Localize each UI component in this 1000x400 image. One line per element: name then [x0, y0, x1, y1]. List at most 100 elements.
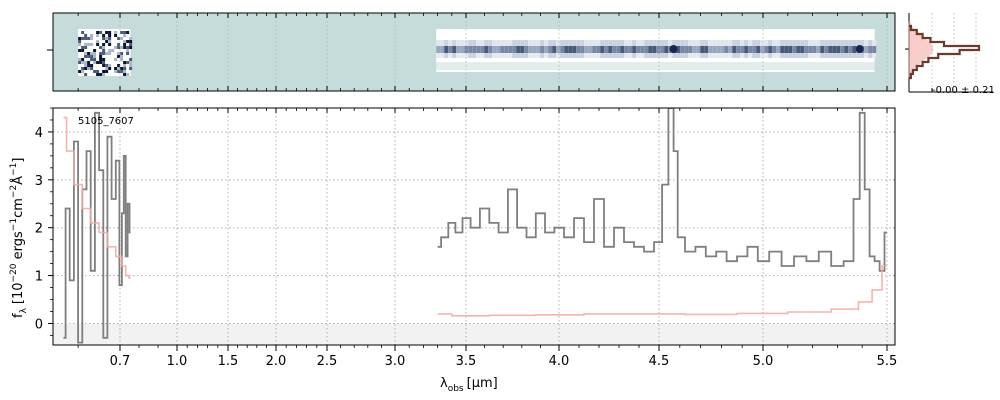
trace-halo-lower: [820, 53, 825, 58]
noise-pixel: [99, 73, 103, 76]
noise-pixel: [114, 58, 118, 61]
trace-core: [484, 46, 489, 53]
noise-pixel: [81, 46, 85, 49]
trace-core: [468, 46, 473, 53]
trace-halo-lower: [520, 53, 525, 58]
trace-lower-band: [436, 62, 875, 70]
trace-core: [488, 46, 493, 53]
trace-core: [584, 46, 589, 53]
trace-halo-upper: [476, 40, 481, 46]
trace-halo-upper: [536, 40, 541, 46]
trace-core: [704, 46, 709, 53]
trace-halo-upper: [800, 40, 805, 46]
noise-pixel: [120, 52, 124, 55]
noise-pixel: [84, 67, 88, 70]
noise-pixel: [81, 49, 85, 52]
trace-halo-lower: [832, 53, 837, 58]
trace-halo-lower: [712, 53, 717, 58]
data-histogram: [909, 24, 981, 80]
trace-halo-lower: [460, 53, 465, 58]
noise-pixel: [114, 70, 118, 73]
trace-core: [512, 46, 517, 53]
noise-pixel: [99, 31, 103, 34]
trace-core: [648, 46, 653, 53]
trace-halo-upper: [704, 40, 709, 46]
trace-halo-upper: [808, 40, 813, 46]
trace-core: [772, 46, 777, 53]
trace-halo-upper: [472, 40, 477, 46]
y-tick-label: 1: [35, 270, 43, 285]
trace-halo-upper: [812, 40, 817, 46]
noise-pixel: [102, 37, 106, 40]
trace-core: [580, 46, 585, 53]
trace-halo-lower: [744, 53, 749, 58]
trace-halo-lower: [628, 53, 633, 58]
trace-core: [800, 46, 805, 53]
x-axis-label: λobs [μm]: [440, 376, 498, 394]
noise-pixel: [102, 73, 106, 76]
trace-halo-lower: [720, 53, 725, 58]
trace-halo-lower: [500, 53, 505, 58]
trace-core: [752, 46, 757, 53]
noise-pixel: [126, 31, 130, 34]
trace-halo-lower: [776, 53, 781, 58]
trace-halo-upper: [736, 40, 741, 46]
x-tick-label: 5.0: [753, 354, 774, 369]
trace-core: [728, 46, 733, 53]
trace-halo-upper: [468, 40, 473, 46]
noise-pixel: [78, 70, 82, 73]
trace-halo-upper: [620, 40, 625, 46]
noise-pixel: [123, 73, 127, 76]
noise-pixel: [102, 70, 106, 73]
noise-pixel: [123, 34, 127, 37]
trace-halo-lower: [760, 53, 765, 58]
noise-pixel: [108, 49, 112, 52]
trace-halo-upper: [676, 40, 681, 46]
trace-halo-upper: [852, 40, 857, 46]
trace-halo-lower: [468, 53, 473, 58]
trace-core: [852, 46, 857, 53]
noise-pixel: [105, 37, 109, 40]
y-axis-f: f: [11, 313, 26, 318]
noise-pixel: [123, 70, 127, 73]
trace-halo-lower: [492, 53, 497, 58]
noise-pixel: [114, 31, 118, 34]
trace-core: [508, 46, 513, 53]
trace-halo-upper: [776, 40, 781, 46]
noise-pixel: [120, 70, 124, 73]
panel-2d-frame: [52, 12, 896, 92]
noise-pixel: [108, 37, 112, 40]
trace-core: [804, 46, 809, 53]
trace-halo-upper: [652, 40, 657, 46]
trace-halo-lower: [448, 53, 453, 58]
trace-halo-upper: [716, 40, 721, 46]
trace-core: [812, 46, 817, 53]
noise-pixel: [102, 58, 106, 61]
trace-halo-upper: [816, 40, 821, 46]
trace-core: [780, 46, 785, 53]
noise-pixel: [108, 40, 112, 43]
trace-halo-upper: [524, 40, 529, 46]
trace-core: [640, 46, 645, 53]
noise-pixel: [123, 43, 127, 46]
noise-pixel: [84, 73, 88, 76]
noise-pixel: [117, 67, 121, 70]
noise-pixel: [90, 43, 94, 46]
noise-pixel: [102, 34, 106, 37]
trace-core: [544, 46, 549, 53]
trace-halo-lower: [824, 53, 829, 58]
noise-pixel: [120, 31, 124, 34]
trace-halo-upper: [456, 40, 461, 46]
trace-halo-upper: [728, 40, 733, 46]
trace-halo-lower: [504, 53, 509, 58]
trace-core: [840, 46, 845, 53]
trace-halo-upper: [548, 40, 553, 46]
x-tick-label: 3.0: [385, 354, 406, 369]
trace-halo-upper: [740, 40, 745, 46]
trace-halo-upper: [520, 40, 525, 46]
y-axis-cm: cm: [11, 198, 26, 218]
trace-halo-lower: [552, 53, 557, 58]
noise-pixel: [120, 55, 124, 58]
trace-halo-upper: [788, 40, 793, 46]
trace-core: [868, 46, 873, 53]
